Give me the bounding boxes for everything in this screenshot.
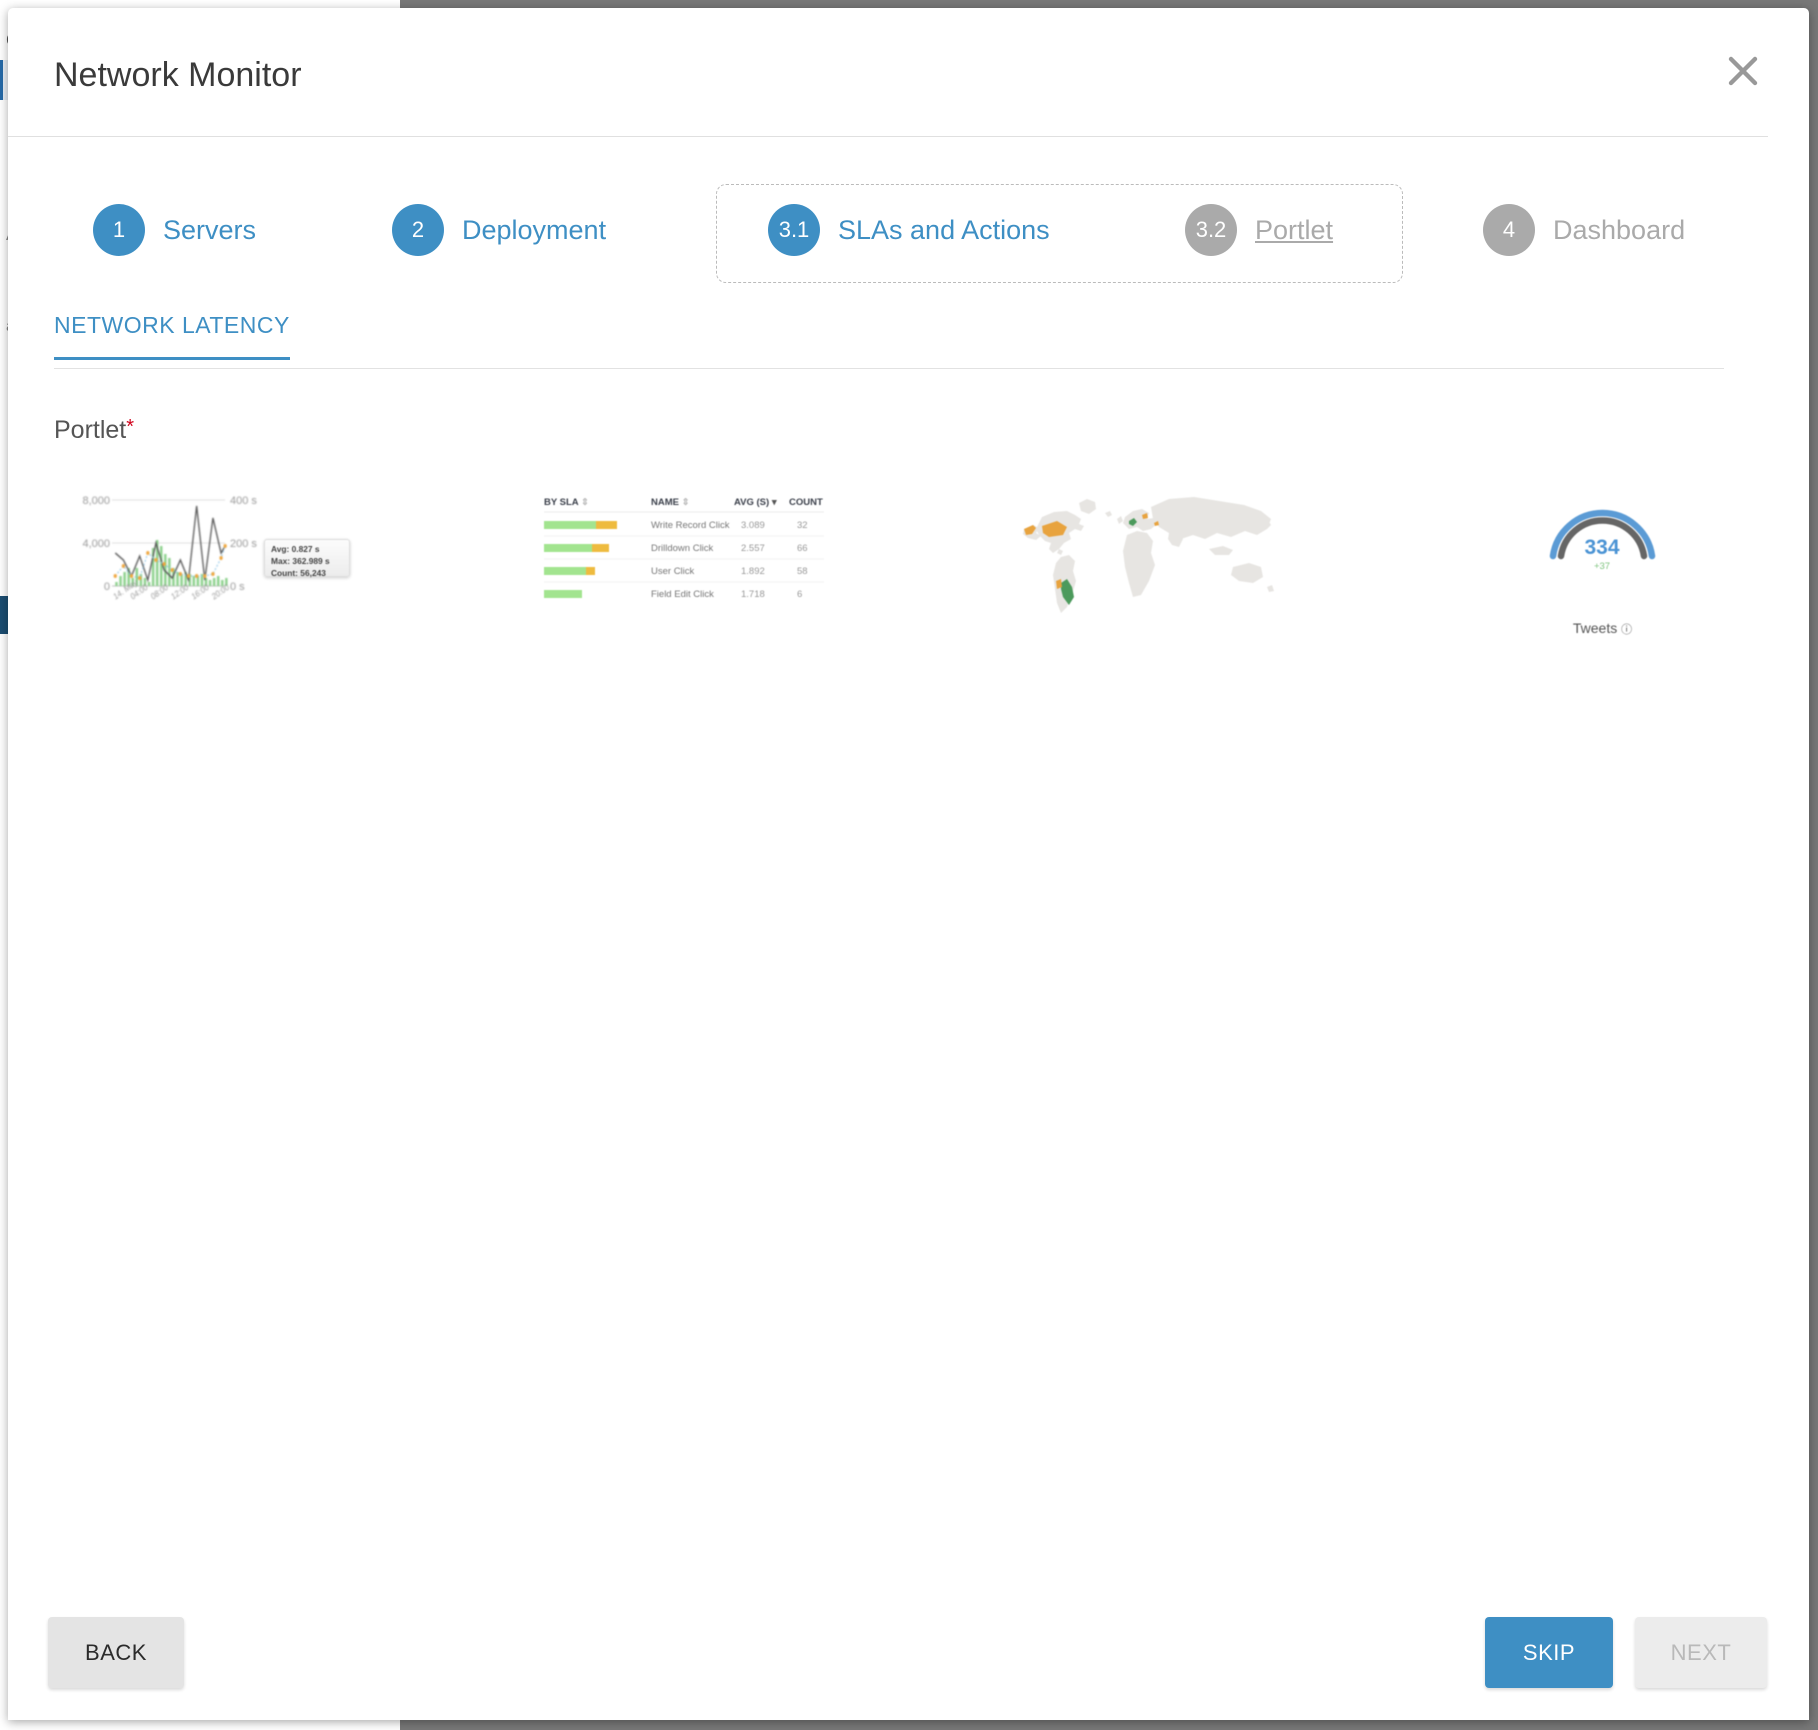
svg-text:6: 6 — [797, 589, 802, 600]
svg-text:Field Edit Click: Field Edit Click — [651, 589, 714, 600]
svg-text:+37: +37 — [1594, 561, 1610, 572]
svg-text:COUNT ⇕: COUNT ⇕ — [789, 498, 824, 508]
svg-text:User Click: User Click — [651, 566, 695, 577]
svg-text:1.718: 1.718 — [741, 589, 765, 600]
svg-text:32: 32 — [797, 520, 808, 531]
svg-text:1.892: 1.892 — [741, 566, 765, 577]
svg-text:334: 334 — [1584, 536, 1619, 559]
svg-text:58: 58 — [797, 566, 808, 577]
svg-text:2.557: 2.557 — [741, 543, 765, 554]
svg-text:Write Record Click: Write Record Click — [651, 520, 730, 531]
svg-text:0: 0 — [104, 581, 110, 593]
svg-text:8,000: 8,000 — [82, 495, 110, 507]
svg-text:BY SLA ⇕: BY SLA ⇕ — [544, 498, 589, 508]
svg-text:4,000: 4,000 — [82, 538, 110, 550]
svg-text:NAME ⇕: NAME ⇕ — [651, 498, 690, 508]
svg-text:66: 66 — [797, 543, 808, 554]
svg-text:200 s: 200 s — [230, 538, 257, 550]
svg-text:3.089: 3.089 — [741, 520, 765, 531]
svg-text:400 s: 400 s — [230, 495, 257, 507]
svg-text:AVG (S) ▾: AVG (S) ▾ — [734, 498, 778, 508]
svg-text:0 s: 0 s — [230, 581, 245, 593]
svg-text:Drilldown Click: Drilldown Click — [651, 543, 714, 554]
